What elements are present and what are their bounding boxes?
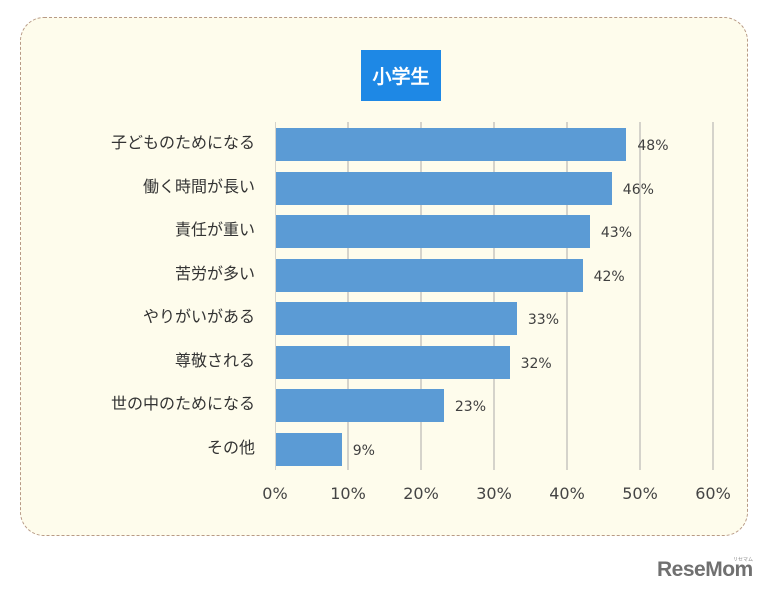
category-label: やりがいがある [142, 307, 255, 326]
resemom-logo-ruby: リセマム [733, 557, 754, 563]
gridline [420, 122, 422, 470]
x-tick-label: 10% [330, 484, 366, 503]
value-label: 48% [637, 138, 669, 154]
bar [276, 432, 342, 466]
category-label: 世の中のためになる [110, 394, 255, 413]
gridline [712, 122, 714, 470]
category-label: 働く時間が長い [142, 176, 255, 196]
value-label: 33% [527, 312, 560, 328]
gridline [347, 122, 349, 470]
category-label: 責任が重い [174, 220, 255, 239]
bar [276, 302, 517, 335]
x-tick-label: 20% [403, 484, 439, 503]
category-label: その他 [206, 437, 255, 457]
category-label: 尊敬される [174, 350, 255, 370]
x-tick-label: 30% [476, 484, 512, 503]
bar [276, 389, 444, 422]
value-label: 43% [600, 225, 633, 241]
category-label: 苦労が多い [174, 263, 255, 283]
bar [276, 215, 590, 248]
value-label: 9% [352, 442, 375, 459]
gridline [639, 122, 641, 470]
x-tick-label: 60% [695, 484, 731, 503]
gridline [566, 122, 568, 470]
x-tick-label: 50% [622, 484, 658, 503]
chart-title-badge: 小学生 [361, 50, 441, 101]
y-axis-line [275, 122, 276, 470]
bar [276, 128, 627, 161]
value-label: 32% [520, 355, 552, 372]
value-label: 23% [454, 399, 487, 415]
category-label: 子どものためになる [110, 133, 255, 152]
bar [276, 171, 612, 205]
value-label: 46% [622, 181, 654, 198]
bar [276, 345, 510, 379]
gridline [493, 122, 495, 470]
plot-area: 48% 46% 43% 42% 33% 32% 23% 9% [275, 122, 714, 470]
x-tick-label: 0% [262, 484, 288, 503]
bar [276, 258, 583, 292]
x-tick-label: 40% [549, 484, 585, 503]
resemom-logo: ReseMom [657, 558, 753, 581]
value-label: 42% [593, 268, 625, 285]
